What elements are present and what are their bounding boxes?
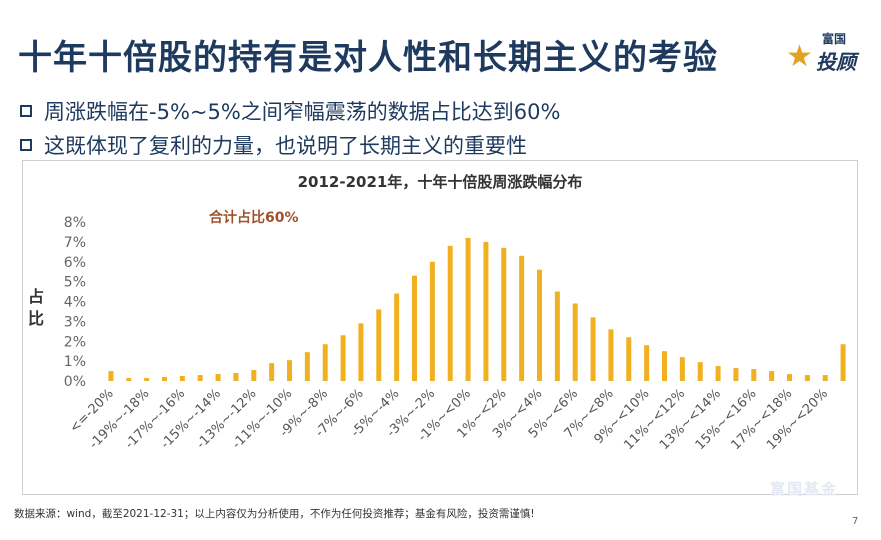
bar [733, 368, 739, 381]
bar [197, 375, 203, 381]
logo-main-text: 投顾 [816, 50, 856, 74]
bar [269, 363, 275, 381]
bar [572, 303, 578, 381]
y-axis-label: 占 [28, 287, 44, 306]
chart-frame [22, 160, 858, 495]
bar [358, 323, 364, 381]
y-tick-label: 3% [64, 314, 86, 330]
bar [608, 329, 614, 381]
bar [679, 357, 685, 381]
bar [644, 345, 650, 381]
bar [751, 369, 757, 381]
bar [804, 375, 810, 381]
brand-logo: ★ 富国 投顾 [778, 30, 870, 86]
bullet-item: 这既体现了复利的力量，也说明了长期主义的重要性 [20, 130, 527, 160]
bar [519, 255, 525, 381]
bar [840, 344, 846, 381]
chart-title: 2012-2021年，十年十倍股周涨跌幅分布 [298, 173, 583, 191]
y-tick-label: 4% [64, 295, 86, 311]
bullet-text: 周涨跌幅在-5%~5%之间窄幅震荡的数据占比达到60% [44, 100, 561, 124]
bar [769, 371, 775, 381]
bar [304, 352, 310, 381]
page-title: 十年十倍股的持有是对人性和长期主义的考验 [18, 38, 718, 78]
bar [447, 245, 453, 381]
bar [787, 374, 792, 381]
y-tick-label: 6% [64, 255, 86, 271]
bar [501, 247, 507, 381]
y-tick-label: 1% [64, 354, 86, 370]
bar [697, 362, 703, 381]
bar [144, 378, 150, 381]
bar [537, 269, 542, 381]
y-tick-label: 2% [64, 334, 86, 350]
bullet-text: 这既体现了复利的力量，也说明了长期主义的重要性 [44, 134, 527, 158]
bar [126, 378, 132, 381]
bar [715, 366, 721, 381]
bar [822, 375, 828, 381]
data-source-note: 数据来源：wind，截至2021-12-31；以上内容仅为分析使用，不作为任何投… [14, 508, 535, 520]
page-number: 7 [852, 516, 859, 527]
bar [215, 374, 221, 381]
bar [322, 344, 328, 381]
y-tick-label: 8% [64, 215, 86, 231]
bar [465, 237, 471, 381]
y-tick-label: 5% [64, 275, 86, 291]
bar [554, 291, 560, 381]
bar [429, 261, 435, 381]
y-axis-label: 比 [28, 309, 44, 328]
bar [162, 377, 167, 381]
logo-top-text: 富国 [822, 32, 847, 46]
square-bullet-icon [20, 105, 32, 117]
y-tick-label: 7% [64, 235, 86, 251]
square-bullet-icon [20, 139, 32, 151]
bullet-item: 周涨跌幅在-5%~5%之间窄幅震荡的数据占比达到60% [20, 96, 560, 126]
bar [376, 309, 382, 381]
bar [179, 376, 185, 381]
bar [590, 317, 596, 381]
bar [233, 373, 239, 381]
bar [108, 371, 114, 381]
bar [626, 337, 632, 381]
bar [394, 293, 400, 381]
bar [662, 351, 667, 381]
bar [412, 275, 417, 381]
bar [251, 370, 257, 381]
highlight-annotation: 合计占比60% [209, 209, 299, 226]
bar [287, 360, 292, 381]
bar [340, 335, 346, 381]
watermark-text: 富国基金 [770, 480, 839, 498]
star-icon: ★ [786, 39, 813, 74]
bar [483, 241, 489, 381]
y-tick-label: 0% [64, 374, 86, 390]
